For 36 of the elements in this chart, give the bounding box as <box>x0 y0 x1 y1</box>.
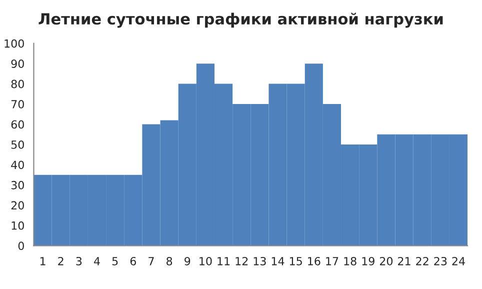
chart-title: Летние суточные графики активной нагрузки <box>38 12 443 28</box>
x-tick-label: 1 <box>40 257 46 266</box>
y-tick-label: 50 <box>11 140 24 149</box>
y-tick-label: 0 <box>18 242 24 250</box>
x-tick-label: 7 <box>148 257 154 266</box>
y-tick-label: 70 <box>11 100 24 108</box>
y-tick-label: 90 <box>11 60 24 68</box>
x-tick-label: 3 <box>76 256 82 266</box>
y-tick-label: 30 <box>11 180 24 190</box>
x-tick-label: 10 <box>200 256 212 266</box>
y-tick-label: 40 <box>11 160 24 170</box>
x-tick-label: 4 <box>94 257 100 266</box>
y-tick-label: 10 <box>12 221 24 230</box>
x-tick-label: 6 <box>130 256 136 266</box>
y-tick-label: 100 <box>4 39 24 48</box>
x-tick-label: 9 <box>184 256 190 266</box>
x-tick-label: 17 <box>326 257 338 266</box>
x-tick-label: 13 <box>254 256 266 266</box>
x-tick-label: 8 <box>166 256 172 266</box>
x-tick-label: 11 <box>218 257 230 266</box>
y-tick-label: 80 <box>11 80 24 88</box>
x-tick-label: 12 <box>236 256 248 266</box>
x-tick-label: 2 <box>58 256 64 266</box>
x-tick-label: 15 <box>290 257 302 266</box>
x-tick-label: 22 <box>416 256 428 266</box>
x-tick-label: 24 <box>452 256 465 266</box>
x-tick-label: 16 <box>308 256 320 266</box>
y-tick-label: 60 <box>11 120 24 129</box>
x-tick-label: 21 <box>398 256 410 266</box>
x-tick-label: 5 <box>112 257 118 266</box>
x-tick-label: 20 <box>380 256 393 266</box>
x-tick-label: 14 <box>272 257 284 266</box>
x-tick-label: 18 <box>344 256 356 266</box>
x-tick-label: 19 <box>362 256 374 266</box>
x-tick-label: 23 <box>434 256 447 266</box>
y-tick-label: 20 <box>11 201 24 210</box>
